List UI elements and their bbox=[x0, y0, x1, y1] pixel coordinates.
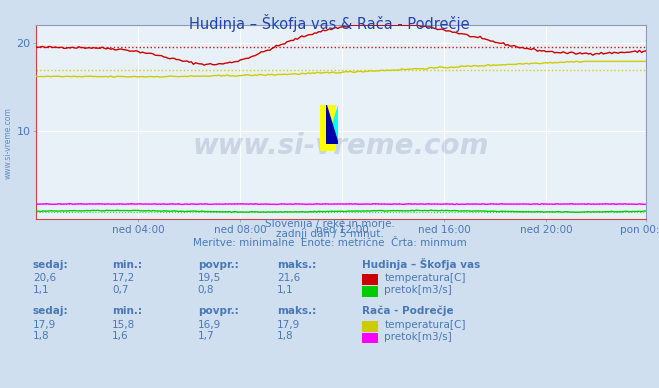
Text: 17,2: 17,2 bbox=[112, 273, 135, 283]
Text: min.:: min.: bbox=[112, 306, 142, 316]
Text: 1,1: 1,1 bbox=[33, 285, 49, 295]
Text: min.:: min.: bbox=[112, 260, 142, 270]
Text: 1,6: 1,6 bbox=[112, 331, 129, 341]
Text: povpr.:: povpr.: bbox=[198, 260, 239, 270]
Polygon shape bbox=[326, 105, 338, 144]
Text: pretok[m3/s]: pretok[m3/s] bbox=[384, 285, 452, 295]
Text: 0,8: 0,8 bbox=[198, 285, 214, 295]
Text: 19,5: 19,5 bbox=[198, 273, 221, 283]
Text: temperatura[C]: temperatura[C] bbox=[384, 320, 466, 330]
Text: maks.:: maks.: bbox=[277, 260, 316, 270]
Text: Hudinja – Škofja vas & Rača - Podrečje: Hudinja – Škofja vas & Rača - Podrečje bbox=[189, 14, 470, 31]
Text: Meritve: minimalne  Enote: metrične  Črta: minmum: Meritve: minimalne Enote: metrične Črta:… bbox=[192, 238, 467, 248]
Text: pretok[m3/s]: pretok[m3/s] bbox=[384, 331, 452, 341]
Text: maks.:: maks.: bbox=[277, 306, 316, 316]
Text: 1,1: 1,1 bbox=[277, 285, 293, 295]
Text: 20,6: 20,6 bbox=[33, 273, 56, 283]
Text: www.si-vreme.com: www.si-vreme.com bbox=[4, 107, 13, 180]
Text: zadnji dan / 5 minut.: zadnji dan / 5 minut. bbox=[275, 229, 384, 239]
Text: povpr.:: povpr.: bbox=[198, 306, 239, 316]
Text: temperatura[C]: temperatura[C] bbox=[384, 273, 466, 283]
Text: Hudinja – Škofja vas: Hudinja – Škofja vas bbox=[362, 258, 480, 270]
Text: sedaj:: sedaj: bbox=[33, 260, 69, 270]
Text: 1,8: 1,8 bbox=[33, 331, 49, 341]
Text: 21,6: 21,6 bbox=[277, 273, 300, 283]
Text: www.si-vreme.com: www.si-vreme.com bbox=[193, 132, 489, 159]
Text: 16,9: 16,9 bbox=[198, 320, 221, 330]
Text: 17,9: 17,9 bbox=[33, 320, 56, 330]
Text: 1,7: 1,7 bbox=[198, 331, 214, 341]
Text: 0,7: 0,7 bbox=[112, 285, 129, 295]
Text: 1,8: 1,8 bbox=[277, 331, 293, 341]
Polygon shape bbox=[326, 105, 338, 144]
Text: 15,8: 15,8 bbox=[112, 320, 135, 330]
Text: 17,9: 17,9 bbox=[277, 320, 300, 330]
Text: Rača - Podrečje: Rača - Podrečje bbox=[362, 306, 454, 316]
Text: Slovenija / reke in morje.: Slovenija / reke in morje. bbox=[264, 219, 395, 229]
Text: sedaj:: sedaj: bbox=[33, 306, 69, 316]
